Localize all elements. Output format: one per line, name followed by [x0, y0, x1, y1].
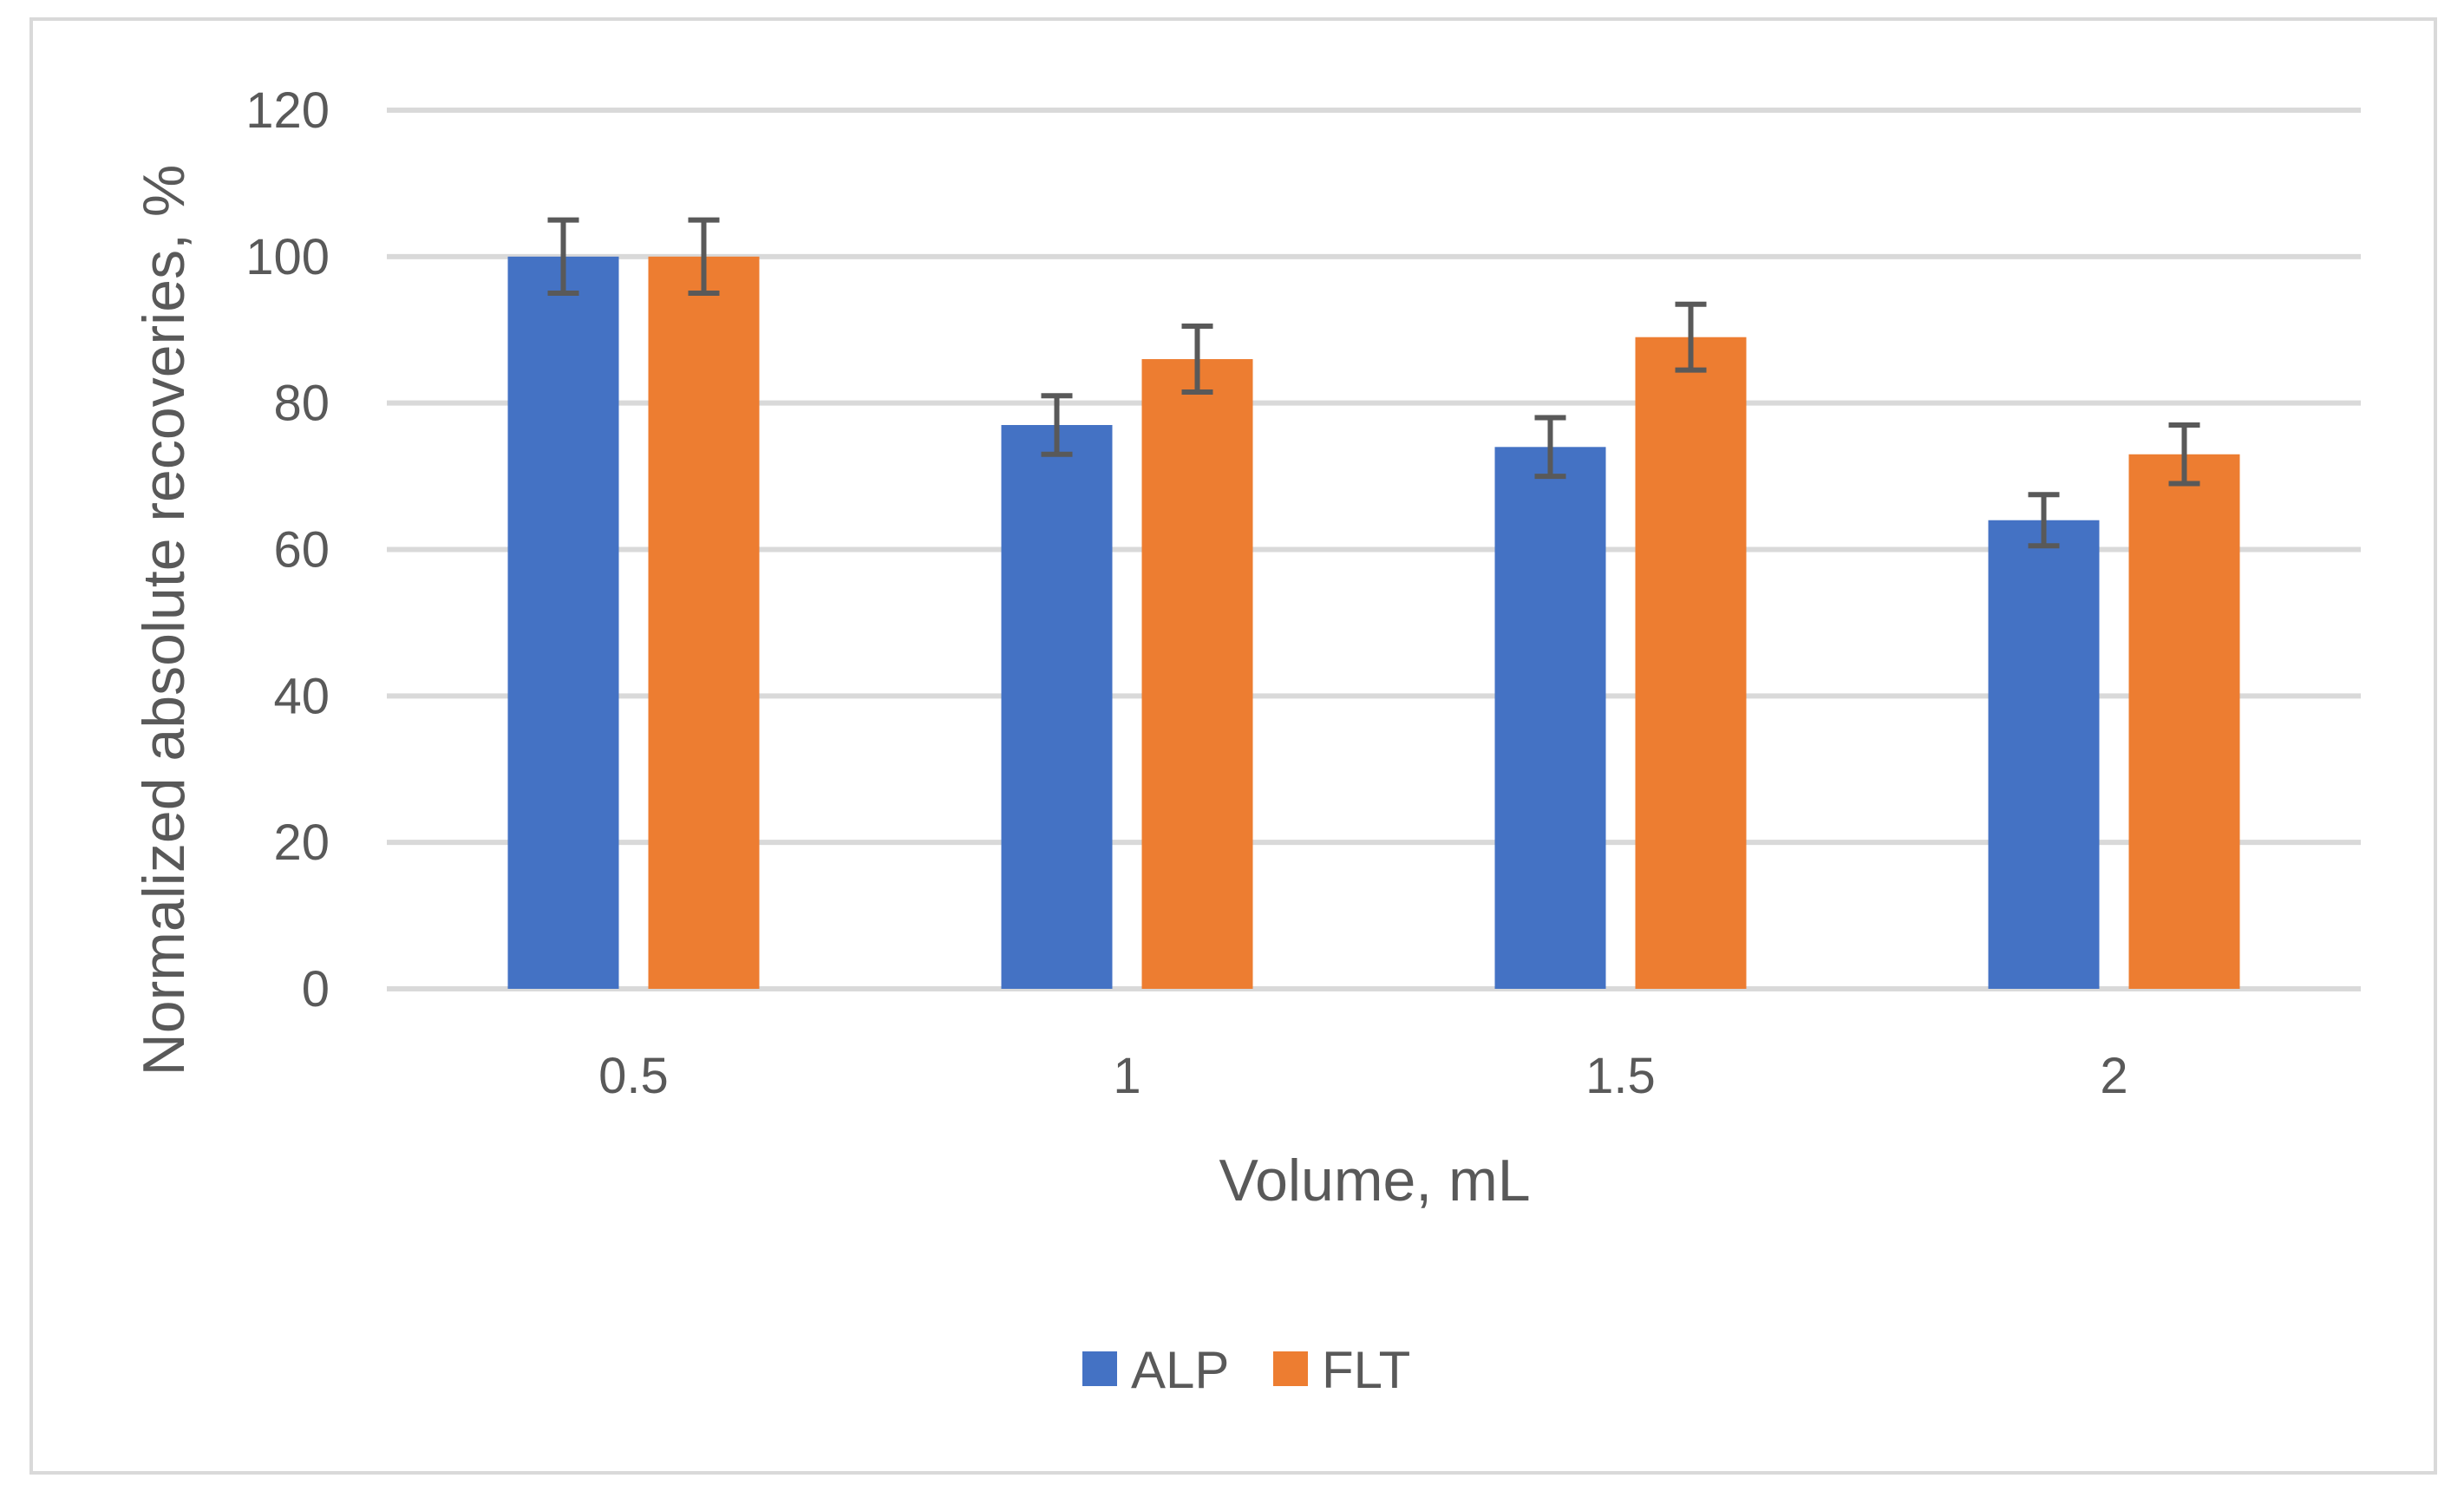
bar-alp-1	[1001, 424, 1113, 989]
legend-item-flt: FLT	[1273, 1341, 1410, 1399]
y-tick-label: 120	[245, 82, 330, 139]
y-tick-label: 0	[302, 961, 330, 1017]
y-tick-label: 40	[273, 668, 330, 724]
bar-alp-1.5	[1494, 447, 1606, 989]
bar-flt-2	[2128, 454, 2240, 989]
error-bar-alp-2	[2028, 492, 2060, 549]
y-tick-labels: 0 20 40 60 80 100 120	[245, 82, 330, 1017]
x-tick-label: 0.5	[598, 1048, 669, 1104]
bar-flt-1	[1141, 359, 1253, 989]
error-bar-flt-2	[2168, 422, 2200, 487]
error-bar-flt-1	[1181, 324, 1213, 396]
bar-alp-0.5	[507, 256, 619, 989]
legend-label: FLT	[1322, 1341, 1410, 1399]
error-bar-flt-1.5	[1675, 301, 1707, 373]
x-tick-labels: 0.5 1 1.5 2	[598, 1048, 2127, 1104]
bar-flt-0.5	[648, 256, 760, 989]
legend-item-alp: ALP	[1082, 1341, 1229, 1399]
legend: ALP FLT	[1082, 1341, 1410, 1399]
y-tick-label: 20	[273, 814, 330, 871]
y-axis-title: Normalized absolute recoveries, %	[131, 165, 197, 1076]
error-bar-flt-0.5	[688, 217, 720, 297]
error-bar-alp-1.5	[1534, 415, 1566, 480]
error-bars	[547, 217, 2200, 549]
legend-swatch	[1082, 1351, 1117, 1386]
y-tick-label: 100	[245, 229, 330, 285]
error-bar-alp-0.5	[547, 217, 579, 297]
x-axis-title: Volume, mL	[1219, 1148, 1530, 1213]
legend-swatch	[1273, 1351, 1308, 1386]
error-bar-alp-1	[1041, 393, 1073, 457]
bars	[507, 256, 2240, 990]
x-tick-label: 1.5	[1585, 1048, 1656, 1104]
bar-alp-2	[1988, 520, 2100, 989]
y-tick-label: 60	[273, 522, 330, 579]
x-tick-label: 2	[2100, 1048, 2127, 1104]
y-tick-label: 80	[273, 376, 330, 432]
bar-flt-1.5	[1635, 337, 1747, 990]
x-tick-label: 1	[1113, 1048, 1140, 1104]
legend-label: ALP	[1131, 1341, 1229, 1399]
